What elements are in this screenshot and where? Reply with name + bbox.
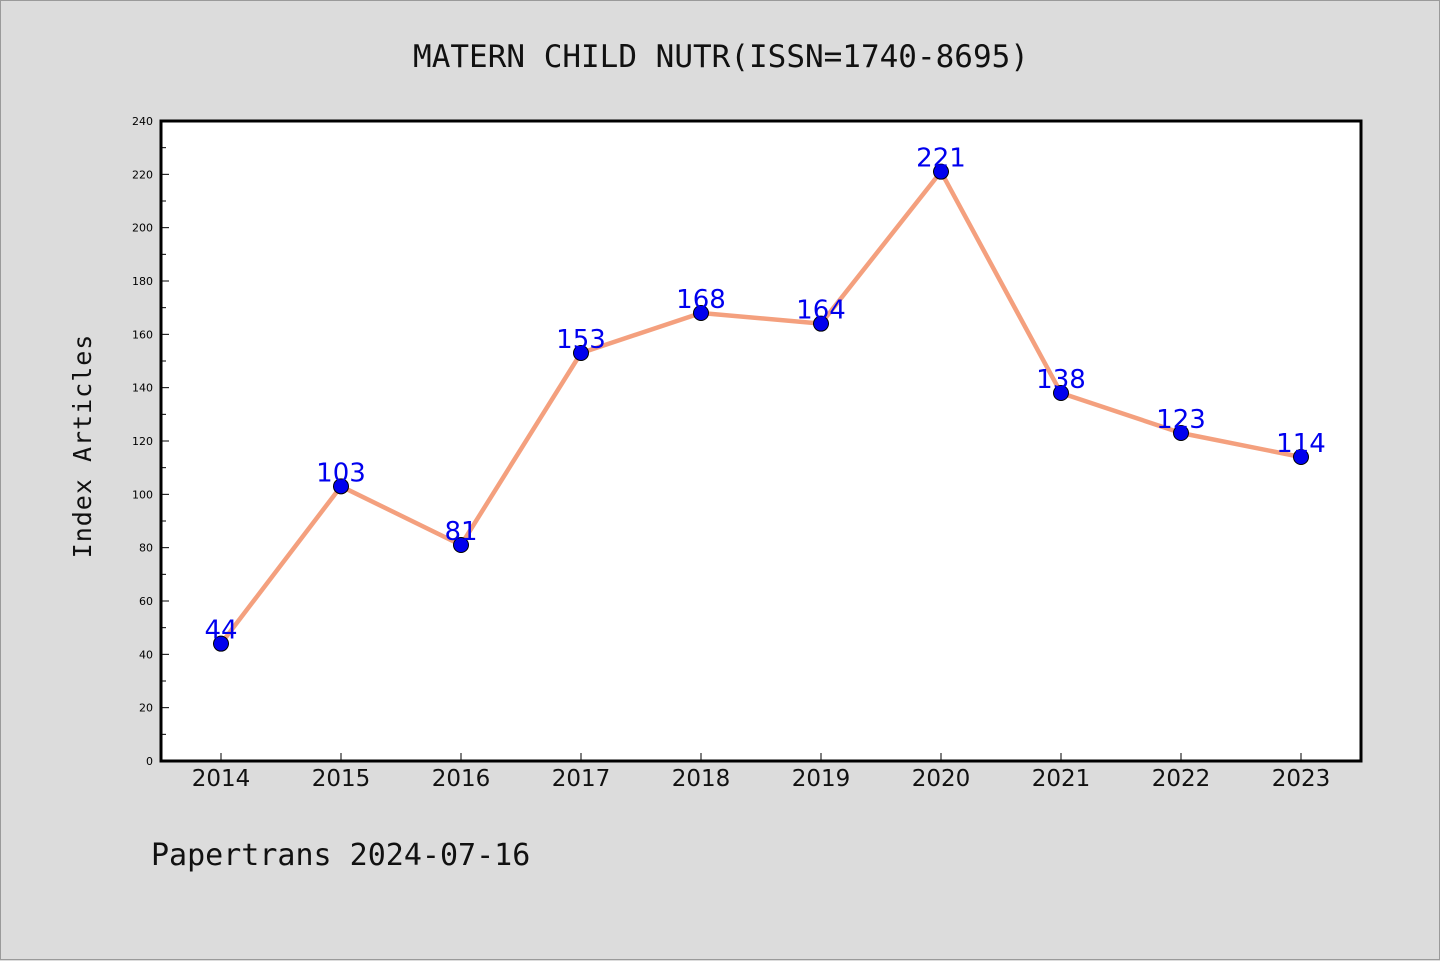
data-label: 81 <box>444 517 477 547</box>
data-point <box>573 345 589 361</box>
data-point <box>813 315 829 332</box>
data-labels-group: 44 103 81 153 168 164 221 138 123 114 <box>204 144 1325 646</box>
x-tick-label: 2019 <box>792 766 851 792</box>
y-tick-label: 120 <box>132 435 153 448</box>
y-tick-label: 200 <box>132 222 153 235</box>
data-label: 103 <box>316 458 366 488</box>
x-tick-label: 2015 <box>312 766 371 792</box>
data-point <box>693 305 709 321</box>
x-tick-label: 2023 <box>1272 766 1331 792</box>
y-tick-label: 220 <box>132 168 153 181</box>
y-axis-label: Index Articles <box>68 334 97 559</box>
data-label: 44 <box>204 616 237 646</box>
data-label: 138 <box>1036 365 1086 395</box>
y-tick-label: 180 <box>132 275 153 288</box>
y-tick-label: 140 <box>132 382 153 395</box>
data-label: 168 <box>676 285 726 315</box>
data-point <box>1293 449 1309 465</box>
x-tick-label: 2014 <box>192 766 251 792</box>
data-label: 153 <box>556 325 606 355</box>
y-tick-label: 160 <box>132 328 153 341</box>
footer-text: Papertrans 2024-07-16 <box>151 838 530 873</box>
data-point <box>1053 385 1069 401</box>
data-points-group <box>213 163 1309 652</box>
y-tick-label: 0 <box>146 755 153 768</box>
x-tick-label: 2022 <box>1152 766 1211 792</box>
data-label: 123 <box>1156 405 1206 435</box>
chart-title: MATERN CHILD NUTR(ISSN=1740-8695) <box>413 39 1029 75</box>
x-axis-ticks: 2014 2015 2016 2017 2018 2019 2020 2021 2022 2023 <box>192 753 1331 792</box>
plot-area <box>161 121 1361 761</box>
x-tick-label: 2020 <box>912 766 971 792</box>
y-tick-label: 100 <box>132 488 153 501</box>
series-line <box>218 169 1304 646</box>
data-point <box>213 635 229 652</box>
y-tick-label: 80 <box>139 542 153 555</box>
data-point <box>1173 425 1189 441</box>
y-tick-label: 40 <box>139 648 153 661</box>
y-tick-label: 240 <box>132 115 153 128</box>
data-label: 164 <box>796 296 846 326</box>
y-tick-label: 60 <box>139 595 153 608</box>
x-tick-label: 2016 <box>432 766 491 792</box>
x-tick-label: 2021 <box>1032 766 1091 792</box>
data-point <box>933 163 949 180</box>
data-point <box>333 478 349 495</box>
x-tick-label: 2017 <box>552 766 611 792</box>
series-line-group <box>218 169 1304 646</box>
plot-frame <box>159 119 1363 763</box>
data-label: 221 <box>916 144 966 174</box>
data-label: 114 <box>1276 429 1326 459</box>
data-point <box>453 537 469 553</box>
y-tick-label: 20 <box>139 702 153 715</box>
x-tick-label: 2018 <box>672 766 731 792</box>
